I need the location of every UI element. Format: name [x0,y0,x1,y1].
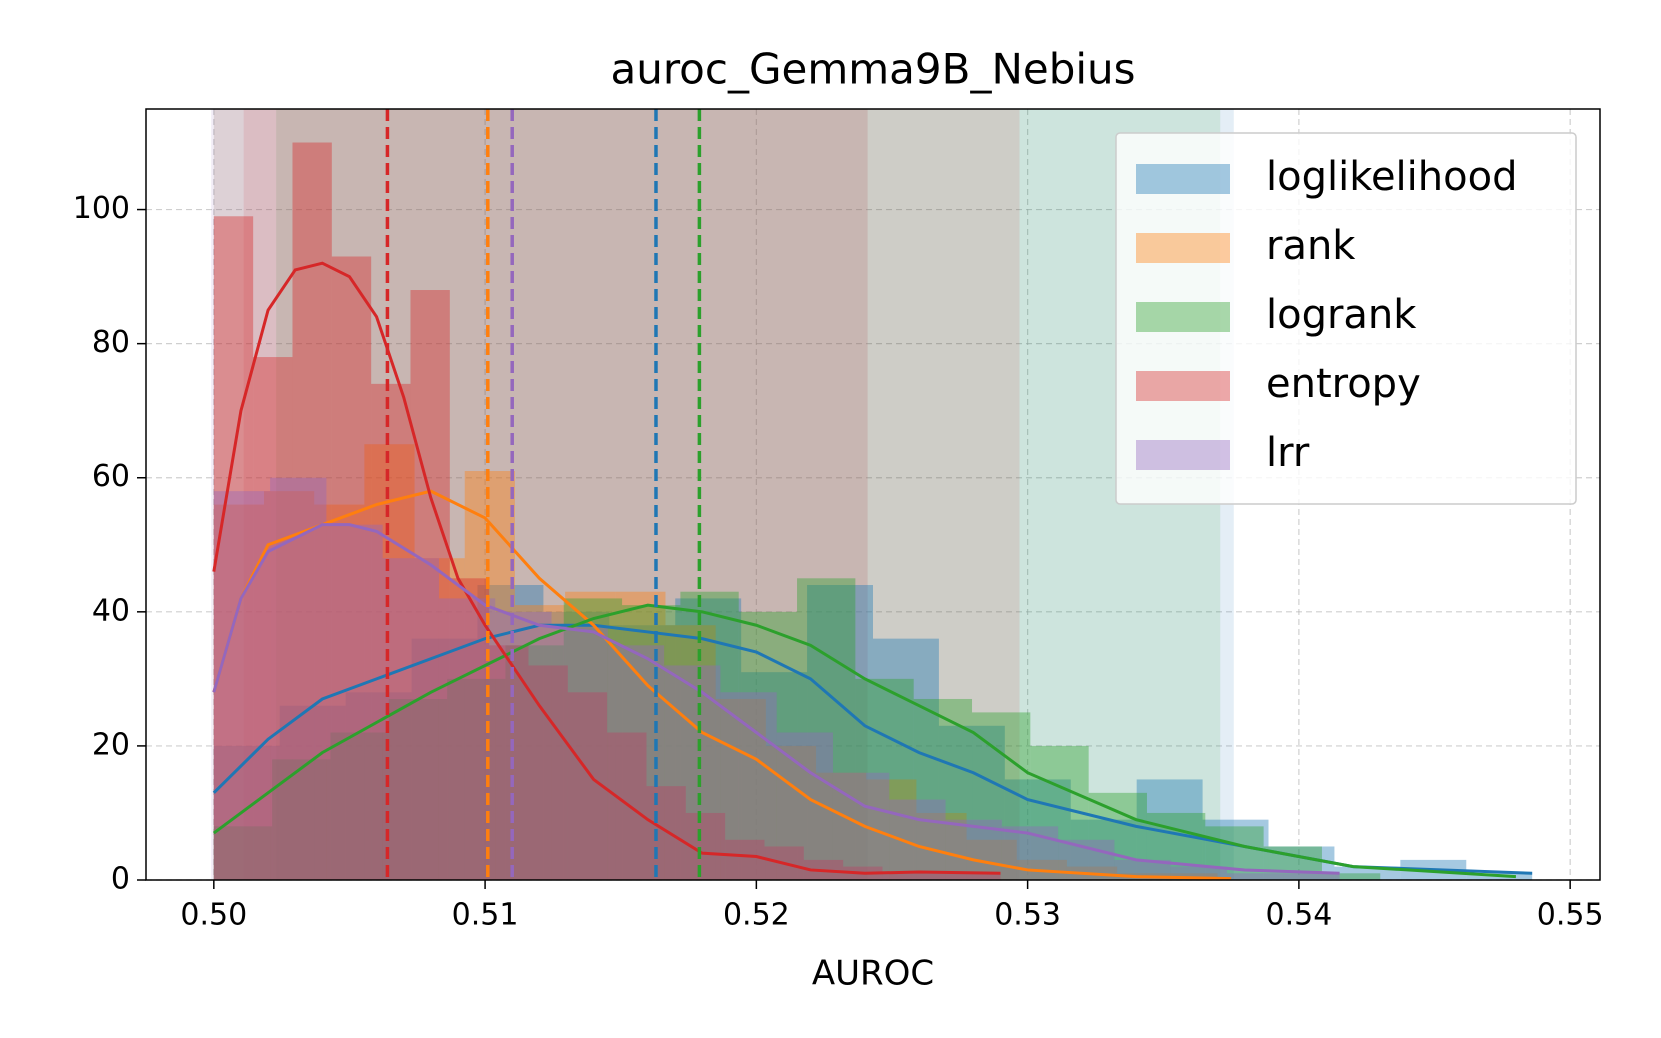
kde-line [212,523,1340,875]
x-tick-label: 0.50 [180,898,247,933]
x-tick-label: 0.51 [452,898,519,933]
legend-label: logrank [1266,292,1417,338]
hist-bar [330,732,389,880]
hist-bar [382,558,439,880]
hist-bar [1004,779,1071,880]
hist-bar [741,672,808,880]
legend-swatch [1136,233,1230,263]
y-tick-label: 60 [92,459,130,494]
hist-bar [489,645,529,880]
legend-swatch [1136,440,1230,470]
hist-bar [326,524,383,880]
x-tick-label: 0.55 [1537,898,1604,933]
hist-bar [264,491,315,880]
hist-bar [725,839,765,880]
kde-line [212,261,1001,875]
kde-line [212,603,1517,879]
hist-bar [253,357,293,880]
hist-bar [543,611,610,880]
hist-bar [715,698,766,880]
hist-bar [449,578,490,880]
hist-bar [388,698,448,880]
legend-swatch [1136,164,1230,194]
plot-frame [145,108,1601,881]
hist-bar [807,585,873,880]
hist-bar [331,256,372,880]
legend-label: lrr [1266,430,1310,476]
hist-bar [1070,819,1137,880]
hist-bar [720,692,777,880]
hist-bar [213,826,273,880]
hist-bar [345,692,412,880]
span-band [211,109,868,880]
y-tick-label: 0 [111,862,130,897]
hist-bar [1321,873,1381,880]
span-band [276,109,1221,880]
hist-bar [913,698,973,880]
legend-label: rank [1266,223,1356,269]
hist-bar [279,705,346,880]
hist-bar [873,638,939,880]
legend-swatch [1136,302,1230,332]
span-band [243,109,1020,880]
hist-bar [855,678,914,880]
hist-bar [411,638,478,880]
y-tick-label: 100 [73,191,130,226]
hist-bar [1088,792,1147,880]
hist-bar [1227,873,1284,880]
y-tick-label: 40 [92,593,130,628]
y-tick-label: 80 [92,325,130,360]
x-tick-label: 0.52 [723,898,790,933]
legend-label: loglikelihood [1266,154,1517,200]
hist-bar [364,444,415,880]
x-tick-label: 0.53 [994,898,1061,933]
x-axis-label: AUROC [812,954,934,994]
hist-bar [464,471,515,880]
hist-bar [1283,873,1340,880]
hist-bar [832,772,890,880]
hist-bar [921,873,962,880]
hist-bar [664,665,721,880]
x-tick-label: 0.54 [1265,898,1332,933]
span-band [213,109,1234,880]
legend-swatch [1136,371,1230,401]
hist-bar [551,625,608,880]
hist-bar [414,558,465,880]
legend-label: entropy [1266,361,1421,407]
hist-bar [447,678,506,880]
hist-bar [765,745,817,880]
hist-bar [882,873,922,880]
hist-bar [213,216,254,881]
hist-bar [665,625,716,880]
hist-bar [371,383,411,880]
hist-bar [797,578,856,880]
chart-title: auroc_Gemma9B_Nebius [610,45,1135,94]
hist-bar [505,645,564,880]
hist-bar [961,873,1001,880]
hist-bar [213,745,280,880]
hist-bar [272,759,331,880]
hist-bar [410,290,450,880]
legend-box [1115,132,1577,505]
hist-bar [646,786,686,880]
y-tick-label: 20 [92,727,130,762]
hist-bar [514,605,566,880]
hist-bar [213,491,271,880]
kde-line [212,623,1533,875]
hist-bar [607,732,647,880]
